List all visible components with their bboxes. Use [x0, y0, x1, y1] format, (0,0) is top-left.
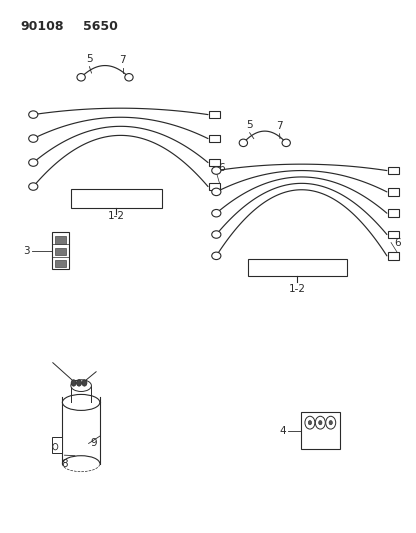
Text: 9: 9: [91, 439, 97, 448]
Bar: [55, 260, 66, 267]
Ellipse shape: [212, 209, 221, 217]
Bar: [55, 248, 66, 255]
Text: 5: 5: [246, 120, 253, 130]
Ellipse shape: [239, 139, 248, 147]
Text: 6: 6: [218, 163, 225, 173]
Text: 4: 4: [280, 426, 286, 435]
Text: 5650: 5650: [83, 20, 118, 33]
Circle shape: [326, 416, 336, 429]
Bar: [388, 188, 399, 196]
Ellipse shape: [62, 394, 100, 410]
Circle shape: [319, 421, 322, 425]
Ellipse shape: [29, 159, 38, 166]
Bar: [52, 232, 69, 269]
Ellipse shape: [282, 139, 290, 147]
Circle shape: [53, 443, 58, 450]
Ellipse shape: [29, 135, 38, 142]
Bar: [209, 183, 220, 190]
Ellipse shape: [77, 74, 85, 81]
Text: 7: 7: [119, 55, 126, 65]
Bar: [248, 259, 347, 276]
Text: 7: 7: [276, 121, 283, 131]
Text: 1-2: 1-2: [108, 211, 125, 221]
Ellipse shape: [212, 252, 221, 260]
Text: 3: 3: [23, 246, 30, 255]
Ellipse shape: [125, 74, 133, 81]
Bar: [209, 135, 220, 142]
Bar: [300, 412, 340, 449]
Ellipse shape: [71, 379, 92, 391]
Text: 6: 6: [394, 238, 401, 247]
Text: 1-2: 1-2: [289, 284, 306, 294]
Bar: [55, 236, 66, 244]
Bar: [388, 231, 399, 238]
Text: 8: 8: [61, 459, 68, 470]
Circle shape: [305, 416, 315, 429]
Ellipse shape: [212, 188, 221, 196]
Bar: [388, 167, 399, 174]
Circle shape: [308, 421, 312, 425]
Circle shape: [82, 379, 87, 386]
Bar: [209, 159, 220, 166]
Ellipse shape: [29, 111, 38, 118]
Bar: [52, 437, 62, 453]
Bar: [388, 252, 399, 260]
Circle shape: [77, 379, 82, 386]
Text: 5: 5: [86, 54, 93, 64]
Text: 90108: 90108: [21, 20, 64, 33]
Ellipse shape: [212, 167, 221, 174]
Bar: [71, 189, 162, 208]
Bar: [388, 209, 399, 217]
Circle shape: [71, 379, 76, 386]
Ellipse shape: [212, 231, 221, 238]
Ellipse shape: [29, 183, 38, 190]
Circle shape: [329, 421, 332, 425]
Bar: [209, 111, 220, 118]
Circle shape: [315, 416, 325, 429]
